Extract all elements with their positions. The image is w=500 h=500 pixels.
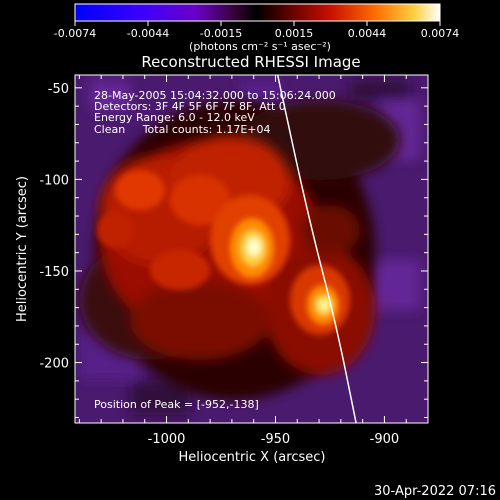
colorbar-tick-label: -0.0044: [127, 27, 169, 40]
y-tick-label: -200: [39, 357, 69, 372]
y-tick-label: -100: [39, 173, 69, 188]
x-tick-label: -1000: [148, 432, 186, 447]
peak-position-label: Position of Peak = [-952,-138]: [94, 398, 259, 411]
colorbar-tick-label: 0.0015: [275, 27, 314, 40]
colorbar: [74, 3, 441, 22]
colorbar-unit-label: (photons cm⁻² s⁻¹ asec⁻²): [189, 40, 331, 53]
x-tick-label: -900: [370, 432, 400, 447]
axes: -1000 -950 -900 -50 -100 -150 -200: [39, 75, 429, 447]
x-axis-label: Heliocentric X (arcsec): [179, 450, 326, 465]
chart-title: Reconstructed RHESSI Image: [141, 53, 360, 71]
y-tick-label: -50: [48, 82, 69, 97]
info-time-range: 28-May-2005 15:04:32.000 to 15:06:24.000: [94, 89, 336, 102]
plot-frame: [74, 74, 429, 424]
x-tick-label: -950: [261, 432, 291, 447]
colorbar-ticks: [74, 21, 441, 26]
colorbar-tick-label: -0.0015: [200, 27, 242, 40]
colorbar-tick-label: 0.0044: [348, 27, 387, 40]
footer-timestamp: 30-Apr-2022 07:16: [374, 484, 496, 499]
solar-limb: [276, 75, 357, 423]
heatmap-image: [75, 75, 428, 423]
colorbar-tick-label: 0.0074: [421, 27, 460, 40]
info-clean-counts: Clean Total counts: 1.17E+04: [94, 123, 271, 136]
y-axis-label: Heliocentric Y (arcsec): [15, 176, 30, 322]
info-energy-range: Energy Range: 6.0 - 12.0 keV: [94, 111, 255, 124]
y-tick-label: -150: [39, 265, 69, 280]
info-detectors: Detectors: 3F 4F 5F 6F 7F 8F, Att 0: [94, 100, 286, 113]
colorbar-tick-label: -0.0074: [54, 27, 96, 40]
